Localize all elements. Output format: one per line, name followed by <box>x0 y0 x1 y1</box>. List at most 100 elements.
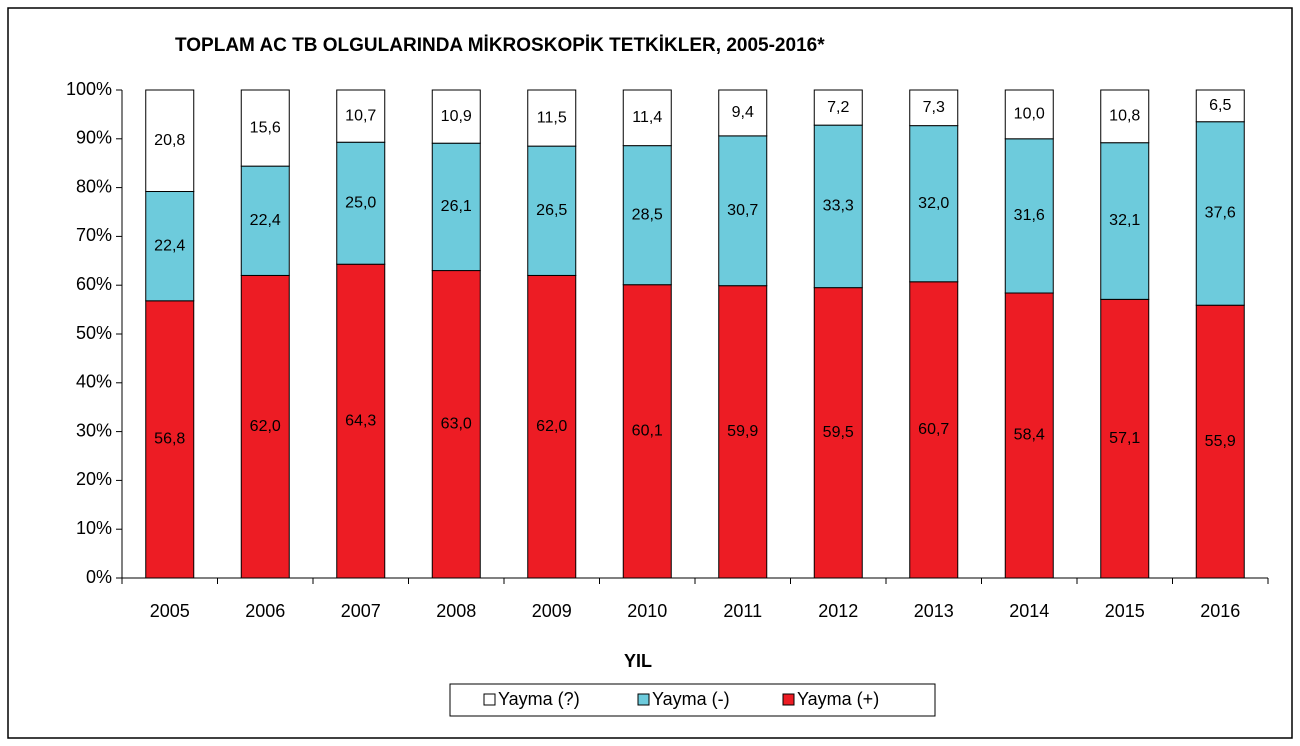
bar-segment <box>431 89 481 144</box>
data-label: 37,6 <box>1205 205 1236 222</box>
bar-segment <box>240 165 290 276</box>
data-label: 6,5 <box>1209 97 1231 114</box>
bar-segment <box>336 263 386 579</box>
data-label: 62,0 <box>536 418 567 435</box>
bar-segment <box>527 274 577 579</box>
legend-label: Yayma (+) <box>797 689 879 709</box>
bar-segment <box>1004 89 1054 140</box>
y-tick-label: 80% <box>76 176 112 196</box>
bar-segment <box>240 274 290 579</box>
data-label: 26,1 <box>441 198 472 215</box>
data-label: 31,6 <box>1014 207 1045 224</box>
bar-segment <box>718 89 768 137</box>
x-tick-label: 2011 <box>723 601 762 621</box>
bar-segment <box>718 285 768 579</box>
bar-segment <box>336 89 386 143</box>
data-label: 58,4 <box>1014 427 1045 444</box>
data-label: 32,0 <box>918 195 949 212</box>
data-label: 10,8 <box>1109 108 1140 125</box>
bar-segment <box>145 89 195 193</box>
data-label: 20,8 <box>154 132 185 149</box>
bar-segment <box>622 145 672 286</box>
data-label: 9,4 <box>732 104 754 121</box>
data-label: 32,1 <box>1109 212 1140 229</box>
data-label: 33,3 <box>823 198 854 215</box>
x-tick-label: 2010 <box>627 601 667 621</box>
bar-segment <box>813 287 863 579</box>
legend-swatch <box>483 693 496 706</box>
data-label: 15,6 <box>250 119 281 136</box>
data-label: 62,0 <box>250 418 281 435</box>
bar-segment <box>622 284 672 579</box>
data-label: 60,7 <box>918 421 949 438</box>
x-tick-label: 2012 <box>818 601 858 621</box>
bar-segment <box>813 89 863 126</box>
bar-segment <box>431 142 481 272</box>
bar-segment <box>1195 89 1245 123</box>
bar-segment <box>1100 89 1150 144</box>
bar-segment <box>527 89 577 147</box>
bar-segment <box>145 300 195 579</box>
x-tick-label: 2013 <box>914 601 954 621</box>
bar-segment <box>240 89 290 167</box>
data-label: 22,4 <box>250 212 281 229</box>
data-label: 7,3 <box>923 99 945 116</box>
y-tick-label: 50% <box>76 323 112 343</box>
data-label: 64,3 <box>345 412 376 429</box>
x-tick-label: 2006 <box>245 601 285 621</box>
x-tick-label: 2007 <box>341 601 381 621</box>
y-tick-label: 0% <box>86 567 112 587</box>
data-label: 55,9 <box>1205 433 1236 450</box>
y-tick-label: 100% <box>66 79 112 99</box>
data-label: 30,7 <box>727 202 758 219</box>
bar-segment <box>718 135 768 287</box>
y-tick-label: 20% <box>76 469 112 489</box>
x-tick-label: 2005 <box>150 601 190 621</box>
legend-swatch <box>782 693 795 706</box>
bar-segment <box>909 89 959 127</box>
data-label: 26,5 <box>536 202 567 219</box>
bar-segment <box>145 191 195 302</box>
bar-segment <box>1004 138 1054 294</box>
bar-segment <box>909 125 959 283</box>
x-tick-label: 2008 <box>436 601 476 621</box>
data-label: 22,4 <box>154 237 185 254</box>
bar-segment <box>909 281 959 579</box>
data-label: 11,5 <box>537 109 567 126</box>
data-label: 11,4 <box>632 109 662 126</box>
x-tick-label: 2009 <box>532 601 572 621</box>
x-tick-label: 2014 <box>1009 601 1049 621</box>
legend-box <box>449 683 936 717</box>
bar-segment <box>1100 142 1150 300</box>
bar-segment <box>1004 292 1054 579</box>
data-label: 10,0 <box>1014 106 1045 123</box>
data-label: 59,5 <box>823 424 854 441</box>
legend-label: Yayma (?) <box>498 689 580 709</box>
data-label: 57,1 <box>1109 430 1140 447</box>
bar-segment <box>622 89 672 147</box>
y-tick-label: 10% <box>76 518 112 538</box>
data-label: 60,1 <box>632 423 663 440</box>
bar-segment <box>431 270 481 579</box>
y-tick-label: 30% <box>76 420 112 440</box>
x-axis-label: YIL <box>624 651 652 671</box>
x-tick-label: 2016 <box>1200 601 1240 621</box>
data-label: 28,5 <box>632 206 663 223</box>
data-label: 10,9 <box>441 108 472 125</box>
bar-segment <box>1195 304 1245 579</box>
data-label: 63,0 <box>441 415 472 432</box>
y-tick-label: 60% <box>76 274 112 294</box>
y-tick-label: 40% <box>76 372 112 392</box>
data-label: 56,8 <box>154 431 185 448</box>
y-tick-label: 90% <box>76 128 112 148</box>
legend-swatch <box>637 693 650 706</box>
data-label: 59,9 <box>727 423 758 440</box>
legend-label: Yayma (-) <box>652 689 730 709</box>
y-tick-label: 70% <box>76 225 112 245</box>
data-label: 7,2 <box>827 99 849 116</box>
bar-segment <box>336 141 386 265</box>
data-label: 10,7 <box>345 107 376 124</box>
x-tick-label: 2015 <box>1105 601 1145 621</box>
data-label: 25,0 <box>345 194 376 211</box>
